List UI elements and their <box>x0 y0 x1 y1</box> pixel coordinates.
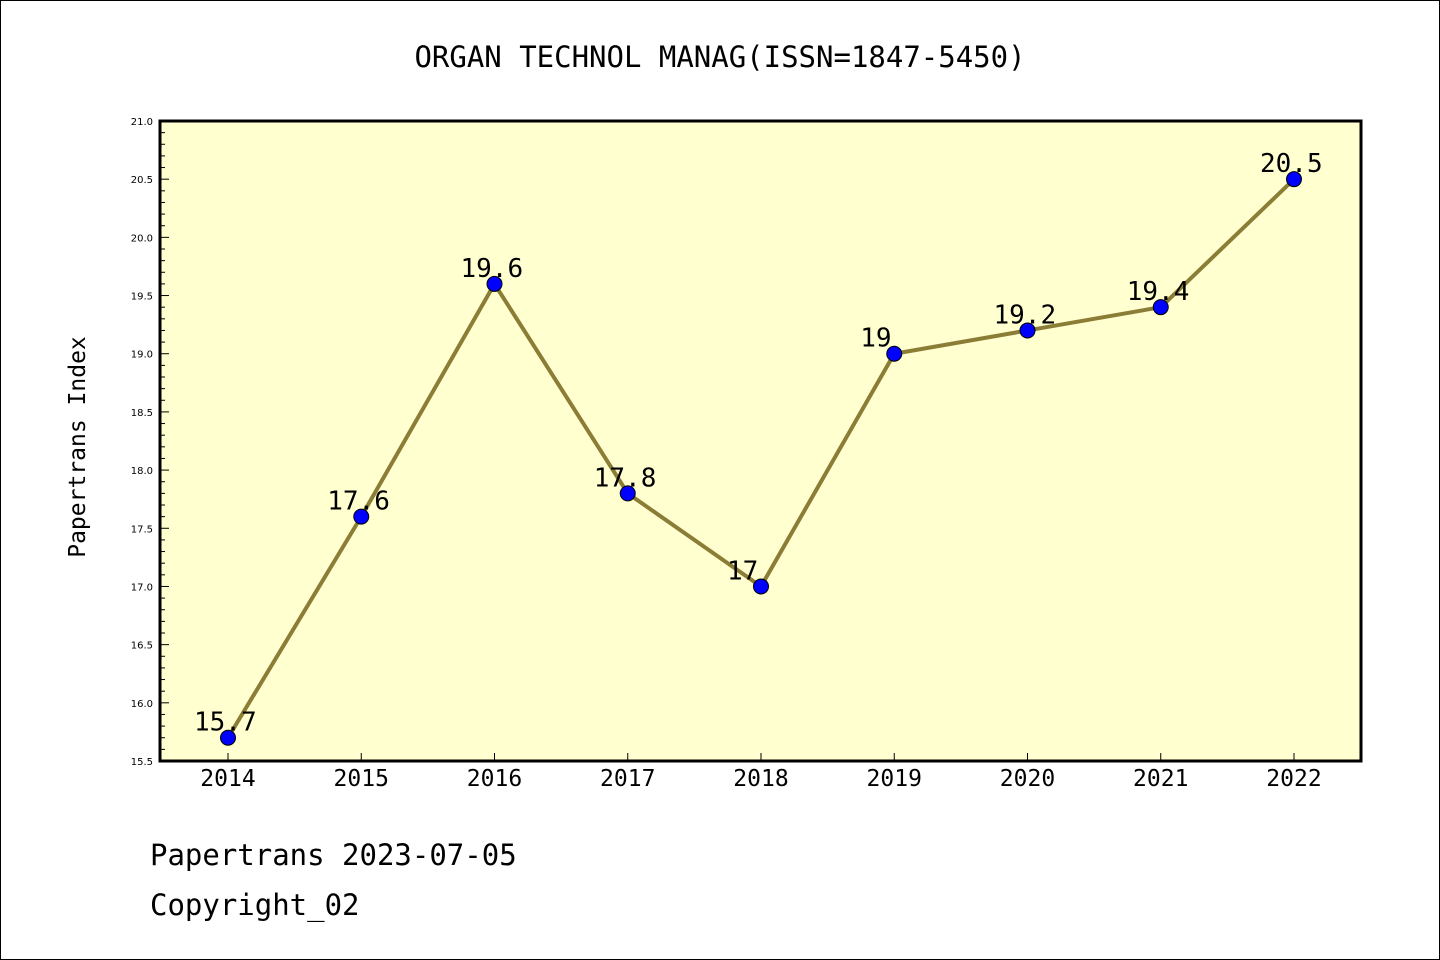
x-tick-label: 2019 <box>867 766 922 792</box>
data-point <box>619 485 636 502</box>
plot-area <box>158 119 1363 763</box>
y-tick-label: 17.0 <box>131 582 153 593</box>
data-label: 15.7 <box>194 708 257 738</box>
data-labels: 15.7 17.6 19.6 17.8 17 19 19.2 19.4 20.5 <box>194 149 1323 738</box>
y-tick-label: 16.0 <box>131 699 153 710</box>
x-tick-label: 2014 <box>200 766 255 792</box>
y-tick-label: 15.5 <box>131 757 153 768</box>
data-point <box>353 508 370 525</box>
data-label: 17 <box>727 556 758 586</box>
x-axis: 2014 2015 2016 2017 2018 2019 2020 2021 2022 <box>200 753 1322 792</box>
x-tick-label: 2017 <box>600 766 655 792</box>
data-label: 19 <box>860 324 891 354</box>
data-point <box>486 275 503 292</box>
x-tick-label: 2021 <box>1133 766 1188 792</box>
y-tick-label: 20.0 <box>131 233 153 244</box>
data-label: 20.5 <box>1260 149 1323 179</box>
chart-title: ORGAN TECHNOL MANAG(ISSN=1847-5450) <box>414 40 1025 74</box>
y-tick-label: 18.5 <box>131 408 153 419</box>
data-label: 19.4 <box>1127 277 1190 307</box>
y-tick-label: 16.5 <box>131 641 153 652</box>
y-tick-label: 19.5 <box>131 292 153 303</box>
y-tick-label: 20.5 <box>131 175 153 186</box>
data-label: 17.6 <box>327 487 390 517</box>
x-tick-label: 2018 <box>733 766 788 792</box>
y-tick-label: 18.0 <box>131 466 153 477</box>
y-axis-label: Papertrans Index <box>65 336 91 558</box>
data-label: 17.8 <box>594 463 657 493</box>
data-point <box>1152 299 1169 316</box>
series-group <box>220 171 1302 746</box>
data-point <box>886 345 903 362</box>
data-label: 19.2 <box>994 300 1057 330</box>
y-axis: 15.5 16.0 16.5 17.0 17.5 18.0 18.5 19.0 19.5 20.0… <box>131 117 169 768</box>
y-tick-label: 17.5 <box>131 524 153 535</box>
data-point <box>1019 322 1036 339</box>
footer-date: Papertrans 2023-07-05 <box>150 838 517 872</box>
data-point <box>220 729 236 746</box>
x-tick-label: 2015 <box>334 766 389 792</box>
y-tick-label: 21.0 <box>131 117 153 128</box>
footer-copyright: Copyright_02 <box>150 888 360 923</box>
x-tick-label: 2022 <box>1266 766 1321 792</box>
y-tick-label: 19.0 <box>131 350 153 361</box>
data-label: 19.6 <box>461 254 524 284</box>
x-tick-label: 2016 <box>467 766 522 792</box>
data-point <box>1286 171 1302 188</box>
data-point <box>753 578 769 595</box>
x-tick-label: 2020 <box>1000 766 1055 792</box>
